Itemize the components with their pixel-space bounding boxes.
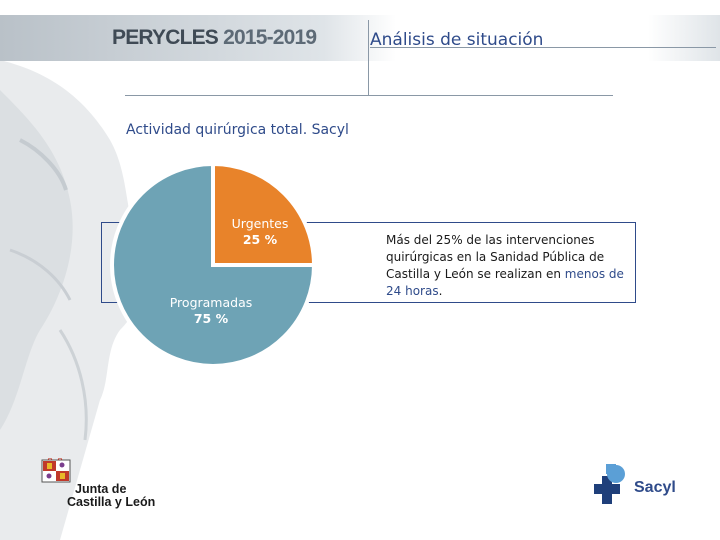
jcyl-line2: Castilla y León <box>67 495 156 509</box>
note-text: Más del 25% de las intervenciones quirúr… <box>386 232 626 300</box>
content-divider <box>125 95 613 96</box>
chart-title: Actividad quirúrgica total. Sacyl <box>126 122 349 138</box>
sacyl-logo-text: Sacyl <box>634 479 676 496</box>
jcyl-logo-text: Junta de Castilla y León <box>67 483 155 509</box>
brand-years: 2015-2019 <box>223 26 317 49</box>
note-frame <box>101 222 636 303</box>
jcyl-coat-of-arms-icon <box>41 458 71 483</box>
pie-slice-urgentes <box>211 161 317 267</box>
header-band <box>0 15 720 61</box>
header-underline <box>370 47 716 48</box>
pie-label-programadas: Programadas <box>170 295 253 310</box>
brand-title: PERYCLES 2015-2019 <box>112 26 317 50</box>
brand-name: PERYCLES <box>112 26 219 49</box>
sacyl-cross-icon: Sacyl <box>594 464 676 504</box>
pie-slice-programadas <box>110 161 317 368</box>
note-highlight: menos de 24 horas <box>386 267 624 298</box>
note-text-before: Más del 25% de las intervenciones quirúr… <box>386 233 605 281</box>
pie-value-urgentes: 25 % <box>243 232 278 247</box>
jcyl-line1: Junta de <box>75 482 127 496</box>
pie-value-programadas: 75 % <box>194 311 229 326</box>
pie-label-urgentes: Urgentes <box>232 216 289 231</box>
note-text-after: . <box>438 284 443 298</box>
section-title: Análisis de situación <box>370 30 544 50</box>
header-divider-vertical <box>368 20 369 96</box>
